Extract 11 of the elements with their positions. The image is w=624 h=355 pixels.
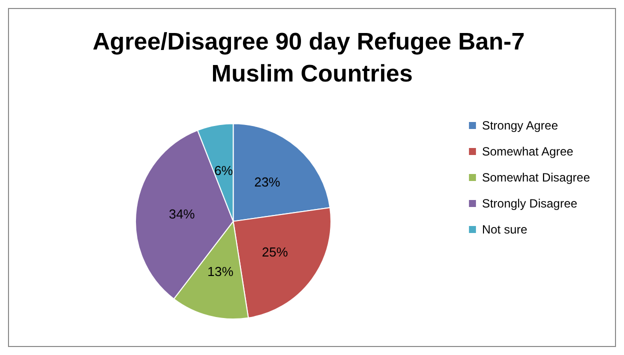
- data-label: 25%: [262, 244, 288, 260]
- legend-label: Strongly Disagree: [482, 196, 578, 210]
- legend-label: Strongy Agree: [482, 118, 558, 132]
- legend-label: Not sure: [482, 222, 528, 236]
- legend-label: Somewhat Disagree: [482, 170, 590, 184]
- data-label: 13%: [207, 264, 234, 280]
- legend-label: Somewhat Agree: [482, 144, 574, 158]
- data-label: 6%: [214, 162, 234, 178]
- data-label: 23%: [254, 174, 281, 190]
- chart-title: Agree/Disagree 90 day Refugee Ban-7 Muslim Countries: [92, 28, 532, 88]
- data-label: 34%: [168, 206, 196, 222]
